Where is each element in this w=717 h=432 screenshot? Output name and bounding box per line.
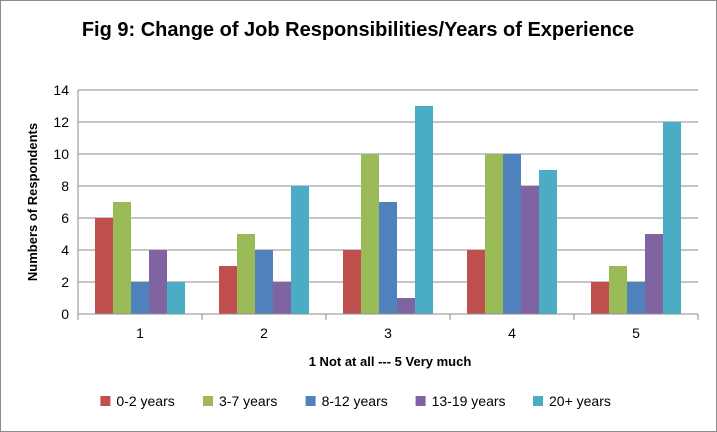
x-tick-label: 3	[384, 325, 392, 341]
bars	[95, 106, 681, 314]
y-tick-label: 8	[61, 178, 69, 194]
bar-3-7-years-cat-5	[609, 266, 627, 314]
legend-item: 3-7 years	[203, 393, 277, 409]
bar-20-years-cat-5	[663, 122, 681, 314]
bar-3-7-years-cat-4	[485, 154, 503, 314]
legend-label: 8-12 years	[322, 393, 388, 409]
bar-0-2-years-cat-2	[219, 266, 237, 314]
bar-20-years-cat-3	[415, 106, 433, 314]
x-tick-label: 5	[632, 325, 640, 341]
x-tick-label: 1	[136, 325, 144, 341]
y-tick-label: 10	[53, 146, 69, 162]
legend-item: 20+ years	[533, 393, 611, 409]
bar-20-years-cat-2	[291, 186, 309, 314]
bar-3-7-years-cat-2	[237, 234, 255, 314]
x-axis-label: 1 Not at all --- 5 Very much	[309, 354, 472, 369]
legend-item: 8-12 years	[305, 393, 388, 409]
bar-20-years-cat-1	[167, 282, 185, 314]
bar-8-12-years-cat-5	[627, 282, 645, 314]
bar-8-12-years-cat-3	[379, 202, 397, 314]
bar-8-12-years-cat-1	[131, 282, 149, 314]
bar-13-19-years-cat-4	[521, 186, 539, 314]
chart-title: Fig 9: Change of Job Responsibilities/Ye…	[82, 19, 634, 41]
bar-13-19-years-cat-3	[397, 298, 415, 314]
bar-13-19-years-cat-1	[149, 250, 167, 314]
legend-swatch	[533, 396, 543, 406]
bar-3-7-years-cat-1	[113, 202, 131, 314]
bar-3-7-years-cat-3	[361, 154, 379, 314]
legend-label: 0-2 years	[116, 393, 174, 409]
bar-0-2-years-cat-5	[591, 282, 609, 314]
bar-0-2-years-cat-1	[95, 218, 113, 314]
y-tick-label: 14	[53, 82, 69, 98]
legend-label: 3-7 years	[219, 393, 277, 409]
y-tick-label: 2	[61, 274, 69, 290]
bar-0-2-years-cat-4	[467, 250, 485, 314]
x-tick-label: 4	[508, 325, 516, 341]
y-tick-label: 4	[61, 242, 69, 258]
legend-swatch	[305, 396, 316, 406]
y-tick-label: 6	[61, 210, 69, 226]
y-axis-label: Numbers of Respondents	[25, 123, 40, 281]
x-tick-label: 2	[260, 325, 268, 341]
y-tick-label: 12	[53, 114, 69, 130]
bar-20-years-cat-4	[539, 170, 557, 314]
legend-swatch	[203, 396, 213, 406]
legend-item: 13-19 years	[415, 393, 506, 409]
legend-label: 13-19 years	[432, 393, 506, 409]
bar-8-12-years-cat-2	[255, 250, 273, 314]
bar-0-2-years-cat-3	[343, 250, 361, 314]
legend-label: 20+ years	[549, 393, 611, 409]
bar-13-19-years-cat-2	[273, 282, 291, 314]
legend-swatch	[415, 396, 426, 406]
legend-item: 0-2 years	[100, 393, 175, 409]
y-tick-label: 0	[61, 306, 69, 322]
legend-swatch	[100, 396, 111, 406]
bar-13-19-years-cat-5	[645, 234, 663, 314]
bar-8-12-years-cat-4	[503, 154, 521, 314]
legend: 0-2 years 3-7 years 8-12 years 13-19 years 2…	[100, 393, 611, 409]
